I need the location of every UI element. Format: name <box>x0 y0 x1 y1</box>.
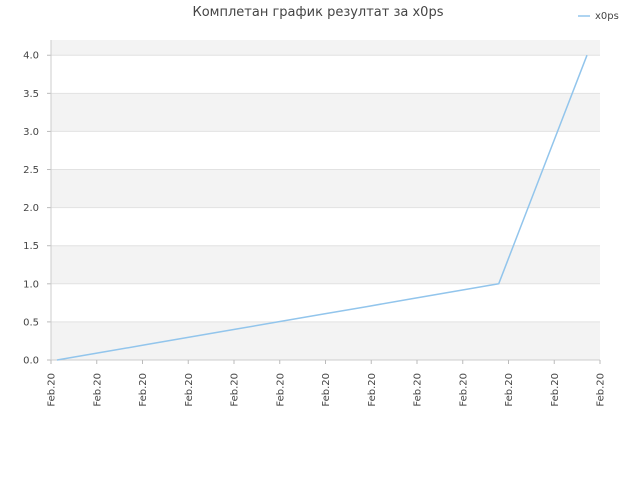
band <box>51 93 600 132</box>
chart-title: Комплетан график резултат за x0ps <box>193 5 444 20</box>
series-line-x0ps <box>56 54 588 361</box>
y-tick-label: 0.0 <box>23 356 39 367</box>
x-tick-label: Feb.20 <box>458 373 469 407</box>
band <box>51 245 600 284</box>
gridlines <box>51 54 600 361</box>
x-tick-label: Feb.20 <box>138 373 149 407</box>
x-tick-label: Feb.20 <box>92 373 103 407</box>
x-tick-label: Feb.20 <box>504 373 515 407</box>
x-tick-label: Feb.20 <box>184 373 195 407</box>
y-tick-label: 3.5 <box>23 89 39 100</box>
y-tick-label: 1.5 <box>23 241 39 252</box>
x-tick-label: Feb.20 <box>550 373 561 407</box>
x-tick-label: Feb.20 <box>47 373 58 407</box>
band <box>51 169 600 208</box>
background-bands <box>51 40 600 360</box>
y-tick-label: 4.0 <box>23 51 39 62</box>
x-tick-label: Feb.20 <box>275 373 286 407</box>
y-tick-label: 3.0 <box>23 127 39 138</box>
x-tick-label: Feb.20 <box>230 373 241 407</box>
band <box>51 40 600 56</box>
legend-label-x0ps: x0ps <box>595 11 619 22</box>
x-axis: Feb.20 Feb.20 Feb.20 Feb.20 Feb.20 Feb.20 Feb.… <box>47 359 607 407</box>
y-axis: 0.0 0.5 1.0 1.5 2.0 2.5 3.0 3.5 4.0 <box>23 40 52 367</box>
legend: x0ps <box>578 11 619 22</box>
x-tick-label: Feb.20 <box>367 373 378 407</box>
x-tick-label: Feb.20 <box>596 373 607 407</box>
y-tick-label: 1.0 <box>23 279 39 290</box>
x-tick-label: Feb.20 <box>413 373 424 407</box>
x-tick-label: Feb.20 <box>321 373 332 407</box>
band <box>51 321 600 360</box>
y-tick-label: 0.5 <box>23 317 39 328</box>
series-layer <box>56 54 588 361</box>
y-tick-label: 2.5 <box>23 165 39 176</box>
y-tick-label: 2.0 <box>23 203 39 214</box>
